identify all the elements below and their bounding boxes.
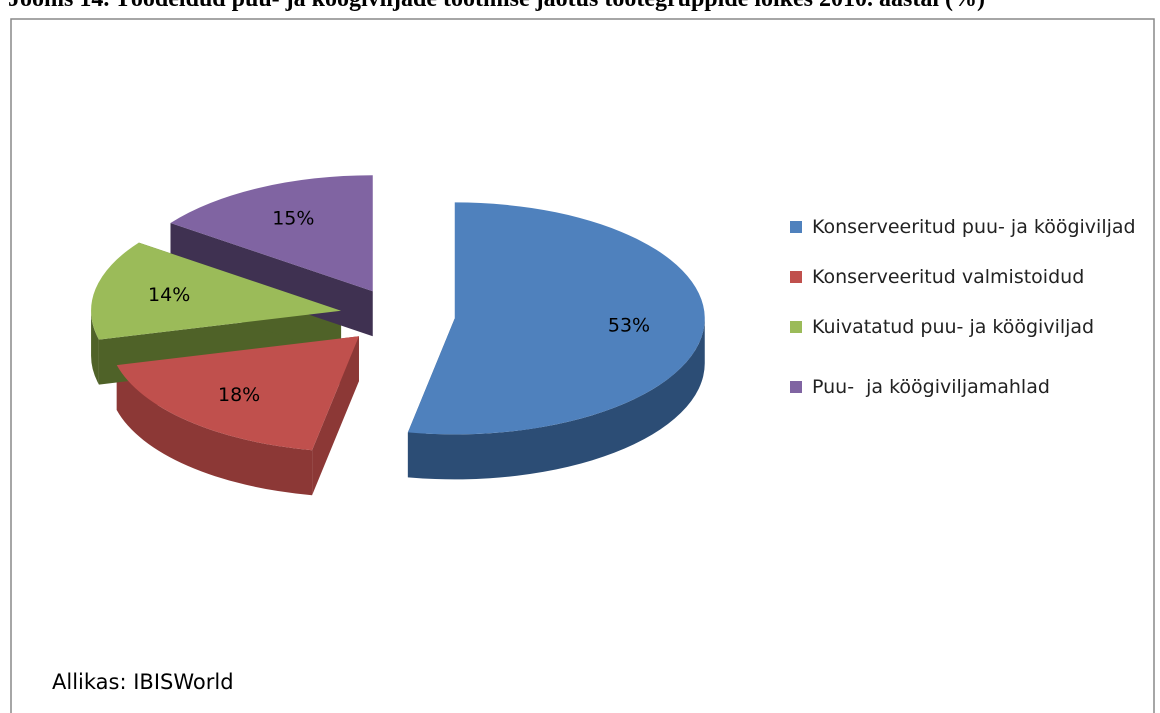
legend-item: Konserveeritud puu- ja köögiviljad <box>790 212 1140 242</box>
data-label: 15% <box>272 207 314 229</box>
slice-side <box>91 310 99 385</box>
legend-item: Kuivatatud puu- ja köögiviljad <box>790 312 1140 342</box>
legend-label: Konserveeritud valmistoidud <box>812 266 1085 288</box>
legend-label: Puu- ja köögiviljamahlad <box>812 376 1050 398</box>
data-label: 53% <box>608 315 650 337</box>
legend-swatch <box>790 271 802 283</box>
legend-swatch <box>790 221 802 233</box>
legend-label: Konserveeritud puu- ja köögiviljad <box>812 216 1136 238</box>
slice <box>91 242 342 340</box>
slice-side <box>407 318 705 480</box>
source-note: Allikas: IBISWorld <box>52 670 234 694</box>
legend: Konserveeritud puu- ja köögiviljad Konser… <box>790 212 1140 402</box>
legend-swatch <box>790 381 802 393</box>
data-label: 14% <box>148 284 190 306</box>
chart-title: Joonis 14. Töödeldud puu- ja köögiviljad… <box>8 0 985 12</box>
slice <box>407 202 705 435</box>
slice <box>170 175 373 292</box>
slice-side <box>116 365 313 496</box>
legend-item: Konserveeritud valmistoidud <box>790 262 1140 292</box>
chart-frame <box>10 18 1155 713</box>
slice-tops <box>91 175 705 451</box>
legend-item: Puu- ja köögiviljamahlad <box>790 372 1140 402</box>
legend-label: Kuivatatud puu- ja köögiviljad <box>812 316 1095 338</box>
data-label: 18% <box>218 384 260 406</box>
legend-swatch <box>790 321 802 333</box>
slice <box>116 336 359 451</box>
data-labels: 53% 18% 14% 15% <box>148 207 650 406</box>
